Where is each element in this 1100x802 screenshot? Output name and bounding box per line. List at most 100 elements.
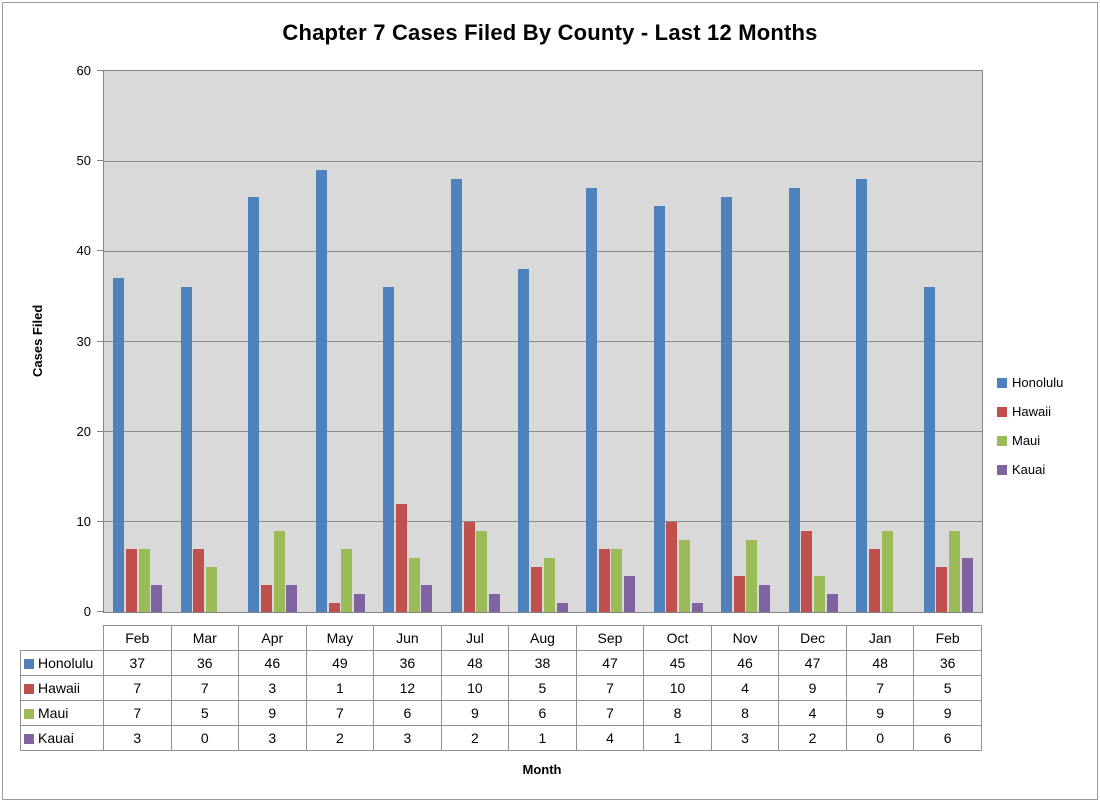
legend-item-maui: Maui bbox=[997, 432, 1063, 449]
legend-label-hawaii: Hawaii bbox=[1012, 404, 1052, 419]
table-value-honolulu-12: 36 bbox=[913, 650, 982, 676]
table-value-maui-9: 8 bbox=[710, 700, 780, 726]
gridline-30 bbox=[104, 341, 982, 342]
table-value-honolulu-11: 48 bbox=[845, 650, 915, 676]
table-value-honolulu-4: 36 bbox=[373, 650, 442, 676]
table-row-label-hawaii: Hawaii bbox=[20, 675, 104, 701]
table-value-maui-3: 7 bbox=[305, 700, 375, 726]
bar-honolulu-jun-4 bbox=[383, 287, 395, 612]
bar-hawaii-may-3 bbox=[328, 602, 340, 612]
y-axis-tick-label: 30 bbox=[76, 333, 91, 349]
table-month-header-10: Dec bbox=[778, 625, 847, 651]
table-corner-cell bbox=[21, 626, 104, 651]
table-month-header-12: Feb bbox=[913, 625, 982, 651]
table-row-label-kauai: Kauai bbox=[20, 725, 104, 751]
y-axis-tick-label: 10 bbox=[76, 513, 91, 529]
bar-maui-aug-6 bbox=[543, 557, 555, 612]
bar-kauai-dec-10 bbox=[826, 593, 838, 612]
table-value-kauai-8: 1 bbox=[643, 725, 712, 751]
legend-key-icon-maui bbox=[997, 435, 1007, 446]
table-value-kauai-12: 6 bbox=[913, 725, 982, 751]
y-axis-tick-label: 60 bbox=[76, 63, 91, 78]
bar-kauai-oct-8 bbox=[691, 602, 703, 612]
bar-honolulu-jan-11 bbox=[856, 179, 868, 612]
bar-maui-sep-7 bbox=[611, 548, 623, 612]
bar-honolulu-aug-6 bbox=[518, 269, 530, 612]
bar-hawaii-aug-6 bbox=[531, 566, 543, 612]
table-month-header-6: Aug bbox=[508, 625, 577, 651]
table-month-header-11: Jan bbox=[845, 625, 915, 651]
series-key-icon-hawaii bbox=[24, 684, 34, 694]
legend-key-icon-hawaii bbox=[997, 406, 1007, 417]
legend-label-honolulu: Honolulu bbox=[1012, 375, 1064, 390]
table-value-kauai-1: 0 bbox=[170, 725, 240, 751]
table-value-hawaii-4: 12 bbox=[373, 675, 442, 701]
bar-honolulu-oct-8 bbox=[653, 206, 665, 612]
table-value-maui-10: 4 bbox=[778, 700, 847, 726]
table-month-header-0: Feb bbox=[103, 625, 172, 651]
table-value-maui-1: 5 bbox=[170, 700, 240, 726]
table-month-header-2: Apr bbox=[238, 625, 307, 651]
bar-hawaii-apr-2 bbox=[260, 584, 272, 612]
y-axis-tick bbox=[97, 430, 103, 432]
table-month-header-7: Sep bbox=[575, 625, 645, 651]
y-axis-tick bbox=[97, 520, 103, 522]
bar-maui-feb-12 bbox=[949, 530, 961, 612]
bar-kauai-jun-4 bbox=[421, 584, 433, 612]
legend-key-icon-kauai bbox=[997, 464, 1007, 475]
table-value-honolulu-5: 48 bbox=[440, 650, 510, 676]
plot-area bbox=[103, 70, 983, 613]
bar-hawaii-jan-11 bbox=[868, 548, 880, 612]
table-value-honolulu-10: 47 bbox=[778, 650, 847, 676]
table-value-hawaii-2: 3 bbox=[238, 675, 307, 701]
bar-kauai-nov-9 bbox=[759, 584, 771, 612]
bar-maui-jul-5 bbox=[476, 530, 488, 612]
bar-hawaii-dec-10 bbox=[801, 530, 813, 612]
table-value-honolulu-0: 37 bbox=[103, 650, 172, 676]
gridline-40 bbox=[104, 250, 982, 252]
chart-legend: Honolulu Hawaii Maui Kauai bbox=[997, 374, 1063, 478]
bar-honolulu-may-3 bbox=[315, 170, 327, 612]
bar-maui-jun-4 bbox=[408, 557, 420, 612]
table-value-maui-5: 9 bbox=[440, 700, 510, 726]
table-month-header-4: Jun bbox=[373, 625, 442, 651]
table-value-honolulu-7: 47 bbox=[575, 650, 645, 676]
bar-hawaii-sep-7 bbox=[598, 548, 610, 612]
y-axis-tick-label: 50 bbox=[76, 153, 91, 169]
table-value-maui-6: 6 bbox=[508, 700, 577, 726]
table-value-honolulu-2: 46 bbox=[238, 650, 307, 676]
table-value-maui-2: 9 bbox=[238, 700, 307, 726]
table-value-hawaii-7: 7 bbox=[575, 675, 645, 701]
table-value-honolulu-9: 46 bbox=[710, 650, 780, 676]
bar-honolulu-sep-7 bbox=[585, 188, 597, 612]
chart-title: Chapter 7 Cases Filed By County - Last 1… bbox=[282, 20, 818, 45]
table-value-kauai-2: 3 bbox=[238, 725, 307, 751]
y-axis-tick bbox=[97, 160, 103, 162]
table-value-maui-8: 8 bbox=[643, 700, 712, 726]
table-value-hawaii-9: 4 bbox=[710, 675, 780, 701]
bar-maui-nov-9 bbox=[746, 539, 758, 612]
bar-hawaii-jun-4 bbox=[396, 503, 408, 612]
table-value-honolulu-1: 36 bbox=[170, 650, 240, 676]
bar-maui-feb-0 bbox=[138, 548, 150, 612]
y-axis-tick-label: 20 bbox=[76, 423, 91, 439]
bar-honolulu-jul-5 bbox=[450, 179, 462, 612]
legend-item-kauai: Kauai bbox=[997, 461, 1063, 478]
table-row-label-maui: Maui bbox=[20, 700, 104, 726]
table-value-hawaii-12: 5 bbox=[913, 675, 982, 701]
legend-label-kauai: Kauai bbox=[1012, 462, 1046, 477]
bar-kauai-aug-6 bbox=[556, 602, 568, 612]
bar-kauai-sep-7 bbox=[624, 575, 636, 612]
table-month-header-1: Mar bbox=[170, 625, 240, 651]
series-key-icon-honolulu bbox=[24, 659, 34, 669]
y-axis-tick bbox=[97, 70, 103, 71]
bar-kauai-feb-12 bbox=[961, 557, 973, 612]
table-value-hawaii-5: 10 bbox=[440, 675, 510, 701]
bar-maui-may-3 bbox=[341, 548, 353, 612]
y-axis-tick bbox=[97, 340, 103, 342]
table-value-hawaii-8: 10 bbox=[643, 675, 712, 701]
bar-hawaii-oct-8 bbox=[666, 521, 678, 612]
table-value-kauai-3: 2 bbox=[305, 725, 375, 751]
table-value-maui-0: 7 bbox=[103, 700, 172, 726]
